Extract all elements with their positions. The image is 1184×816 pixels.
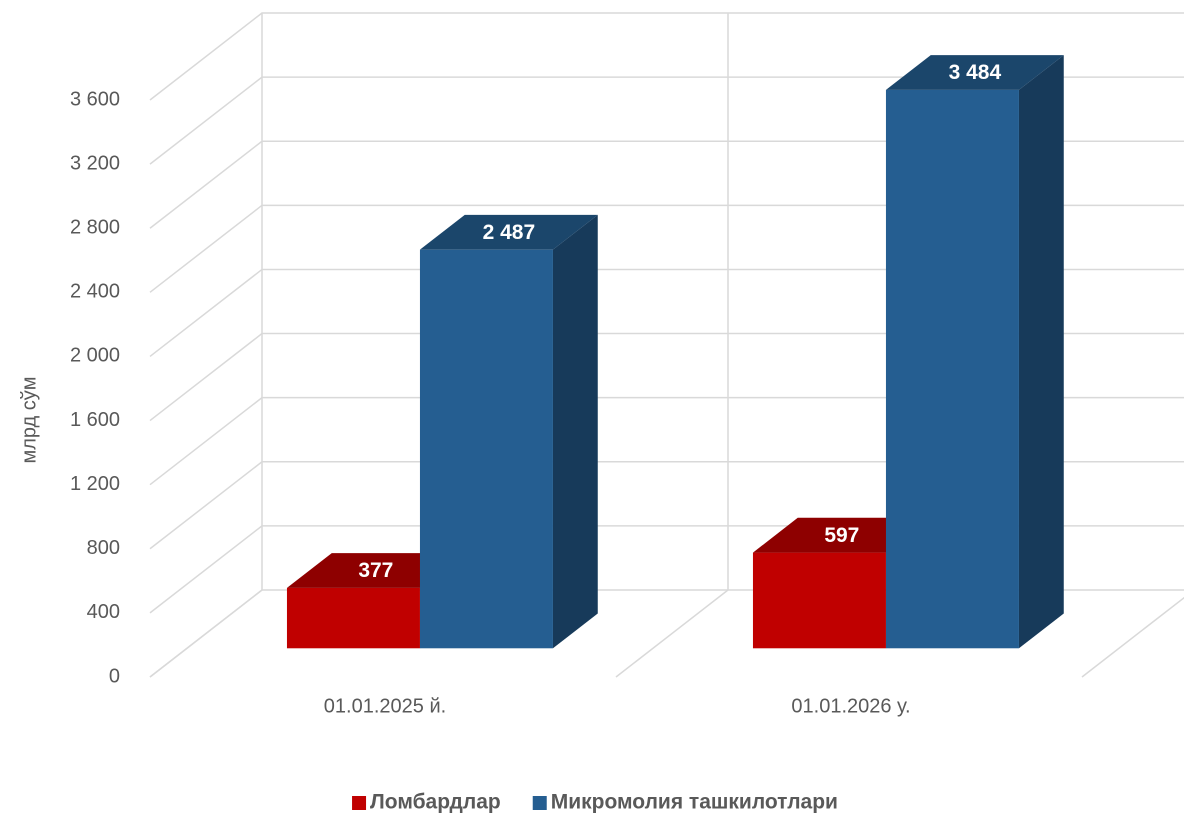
bar-top xyxy=(885,55,1064,90)
bar-front xyxy=(419,249,553,649)
y-tick-label: 400 xyxy=(87,601,120,623)
y-tick-label: 1 600 xyxy=(70,409,120,431)
y-tick-label: 800 xyxy=(87,537,120,559)
floor-line xyxy=(1081,596,1184,678)
bar-front xyxy=(752,552,886,649)
bar-front xyxy=(286,587,420,649)
bar-side xyxy=(552,214,598,649)
bar-front xyxy=(885,89,1019,649)
bar xyxy=(419,214,598,649)
y-tick-label: 3 200 xyxy=(70,152,120,174)
grid-line xyxy=(149,12,1184,101)
x-tick-label: 01.01.2025 й. xyxy=(324,695,446,717)
bar-side xyxy=(1018,55,1064,649)
legend-label: Ломбардлар xyxy=(370,791,501,814)
legend-swatch xyxy=(352,796,367,810)
grid-line xyxy=(149,204,1184,293)
grid-line xyxy=(149,268,1184,358)
grid-line xyxy=(149,140,1184,229)
y-axis-label: млрд сўм xyxy=(18,376,40,463)
y-tick-label: 0 xyxy=(109,665,120,687)
y-tick-label: 2 800 xyxy=(70,217,120,239)
value-label: 3 484 xyxy=(949,61,1002,84)
value-label: 2 487 xyxy=(483,221,536,244)
value-label: 597 xyxy=(824,524,859,547)
floor-line xyxy=(615,589,729,678)
y-tick-label: 3 600 xyxy=(70,88,120,110)
grid-line xyxy=(149,76,1184,165)
y-tick-label: 2 400 xyxy=(70,281,120,303)
grid-line xyxy=(149,396,1184,486)
y-tick-label: 2 000 xyxy=(70,345,120,367)
x-tick-label: 01.01.2026 у. xyxy=(791,695,910,717)
legend-label: Микромолия ташкилотлари xyxy=(551,791,838,814)
bar-top xyxy=(419,214,598,250)
value-label: 377 xyxy=(358,559,393,582)
grid-line xyxy=(149,461,1184,550)
legend-swatch xyxy=(532,796,547,810)
y-tick-label: 1 200 xyxy=(70,473,120,495)
grid-line xyxy=(149,332,1184,422)
bar xyxy=(885,55,1064,649)
